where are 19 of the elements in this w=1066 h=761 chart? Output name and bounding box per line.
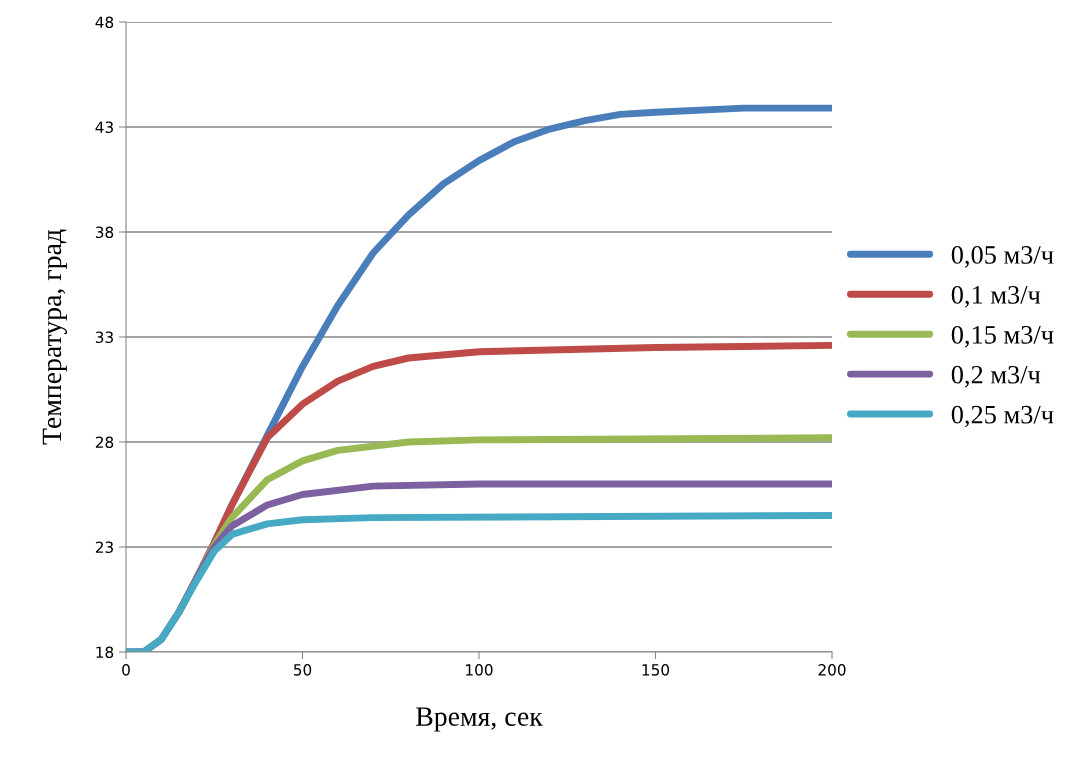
y-tick-label: 48 (95, 16, 114, 29)
legend-label: 0,05 м3/ч (951, 246, 1054, 268)
legend-label: 0,1 м3/ч (951, 285, 1041, 308)
x-tick-label: 0 (122, 664, 130, 676)
y-tick-label: 43 (95, 121, 113, 134)
x-tick-label: 50 (293, 664, 312, 676)
y-tick-label: 28 (95, 436, 114, 449)
y-tick-label: 38 (95, 226, 114, 239)
x-tick-label: 100 (466, 664, 493, 676)
x-tick-label: 150 (642, 664, 670, 676)
y-tick-label: 23 (95, 541, 113, 554)
y-axis-title: Температура, град (42, 229, 67, 445)
x-axis-title: Время, сек (416, 707, 543, 732)
x-tick-label: 200 (818, 664, 846, 676)
legend-label: 0,15 м3/ч (951, 325, 1054, 348)
y-tick-label: 33 (95, 331, 113, 344)
y-tick-label: 18 (96, 646, 114, 659)
legend-label: 0,25 м3/ч (951, 405, 1054, 428)
legend-label: 0,2 м3/ч (951, 365, 1041, 388)
